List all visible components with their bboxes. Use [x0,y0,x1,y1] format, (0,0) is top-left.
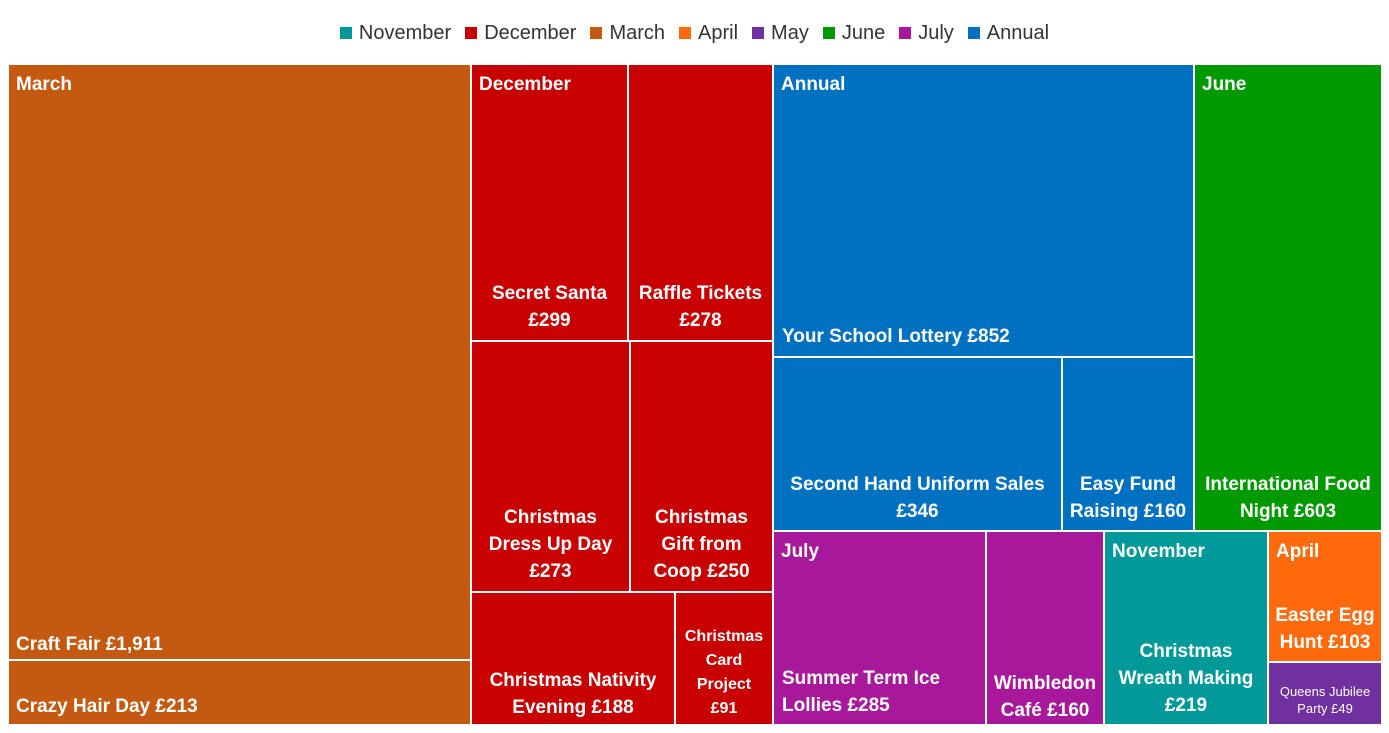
legend-label: December [484,21,577,44]
treemap-tile-secret-santa: Secret Santa £299 [471,64,628,341]
group-label-april: April [1276,541,1320,562]
treemap-tile-easter-egg-hunt: Easter Egg Hunt £103 [1268,531,1382,662]
tile-label: Christmas Nativity Evening £188 [489,670,657,718]
tile-label: Easy Fund Raising £160 [1069,474,1187,522]
tile-label: Easter Egg Hunt £103 [1275,605,1375,653]
treemap-tile-craft-fair: Craft Fair £1,911 [8,64,471,660]
legend-label: May [771,21,809,44]
tile-label: Summer Term Ice Lollies £285 [782,668,941,716]
group-label-november: November [1112,541,1205,562]
treemap-tile-summer-term-ice-lollies: Summer Term Ice Lollies £285 [773,531,986,725]
treemap-tile-raffle-tickets: Raffle Tickets £278 [628,64,773,341]
group-label-july: July [781,541,820,562]
treemap-tile-your-school-lottery: Your School Lottery £852 [773,64,1194,357]
legend-swatch [967,27,980,39]
legend-swatch [679,27,692,39]
legend-item-december: December [465,22,576,45]
legend-label: March [609,21,666,44]
legend-item-march: March [590,22,665,45]
treemap-tile-christmas-gift-from-coop: Christmas Gift from Coop £250 [630,341,773,592]
legend-item-july: July [899,22,954,45]
legend-item-may: May [752,22,809,45]
tile-label: Second Hand Uniform Sales £346 [790,474,1045,522]
legend-swatch [752,27,765,39]
tile-label: Secret Santa £299 [491,283,608,331]
legend-label: November [358,21,452,44]
legend-label: June [841,21,886,44]
tile-label: Wimbledon Café £160 [993,673,1097,721]
tile-label: Christmas Wreath Making £219 [1118,641,1254,716]
legend-item-april: April [679,22,738,45]
group-label-june: June [1202,74,1247,95]
tile-label: Christmas Dress Up Day £273 [488,507,613,582]
treemap-tile-second-hand-uniform-sales: Second Hand Uniform Sales £346 [773,357,1062,531]
legend-swatch [822,27,835,39]
legend-item-annual: Annual [967,21,1050,45]
tile-label: Craft Fair £1,911 [16,634,163,655]
legend-item-june: June [822,21,886,45]
treemap-tile-christmas-card-project: Christmas Card Project £91 [675,592,773,725]
group-label-december: December [479,74,571,95]
group-label-march: March [16,74,72,95]
legend-label: Annual [986,21,1050,44]
legend-label: April [698,21,739,44]
treemap-tile-easy-fund-raising: Easy Fund Raising £160 [1062,357,1194,531]
treemap-tile-wimbledon-caf: Wimbledon Café £160 [986,531,1104,725]
tile-label: Crazy Hair Day £213 [16,696,198,717]
legend-item-november: November [339,21,452,45]
legend-swatch [465,27,478,39]
chart-legend: November December March April May June J… [0,18,1389,48]
tile-label: Christmas Gift from Coop £250 [653,507,750,582]
treemap-tile-international-food-night: International Food Night £603 [1194,64,1382,531]
legend-swatch [899,27,912,39]
treemap-tile-crazy-hair-day: Crazy Hair Day £213 [8,660,471,725]
group-label-annual: Annual [781,74,846,95]
treemap-tile-queens-jubilee-party: Queens Jubilee Party £49 [1268,662,1382,725]
legend-swatch [339,27,352,39]
legend-label: July [918,21,954,44]
tile-label: Your School Lottery £852 [782,326,1010,347]
tile-label: Raffle Tickets £278 [638,283,763,331]
tile-label: International Food Night £603 [1205,474,1371,522]
tile-label: Christmas Card Project £91 [684,628,764,717]
treemap-tile-christmas-wreath-making: Christmas Wreath Making £219 [1104,531,1268,725]
treemap-tile-christmas-dress-up-day: Christmas Dress Up Day £273 [471,341,630,592]
tile-label: Queens Jubilee Party £49 [1279,684,1371,716]
treemap-tile-christmas-nativity-evening: Christmas Nativity Evening £188 [471,592,675,725]
legend-swatch [590,27,603,39]
